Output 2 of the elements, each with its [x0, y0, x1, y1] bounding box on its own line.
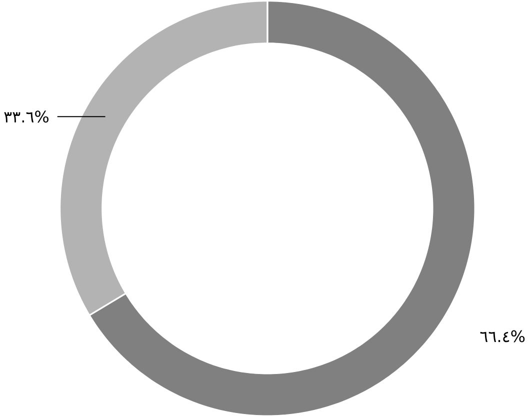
data-label: ٦٦.٤% [480, 330, 525, 342]
data-label: ٣٣.٦% [4, 110, 48, 123]
